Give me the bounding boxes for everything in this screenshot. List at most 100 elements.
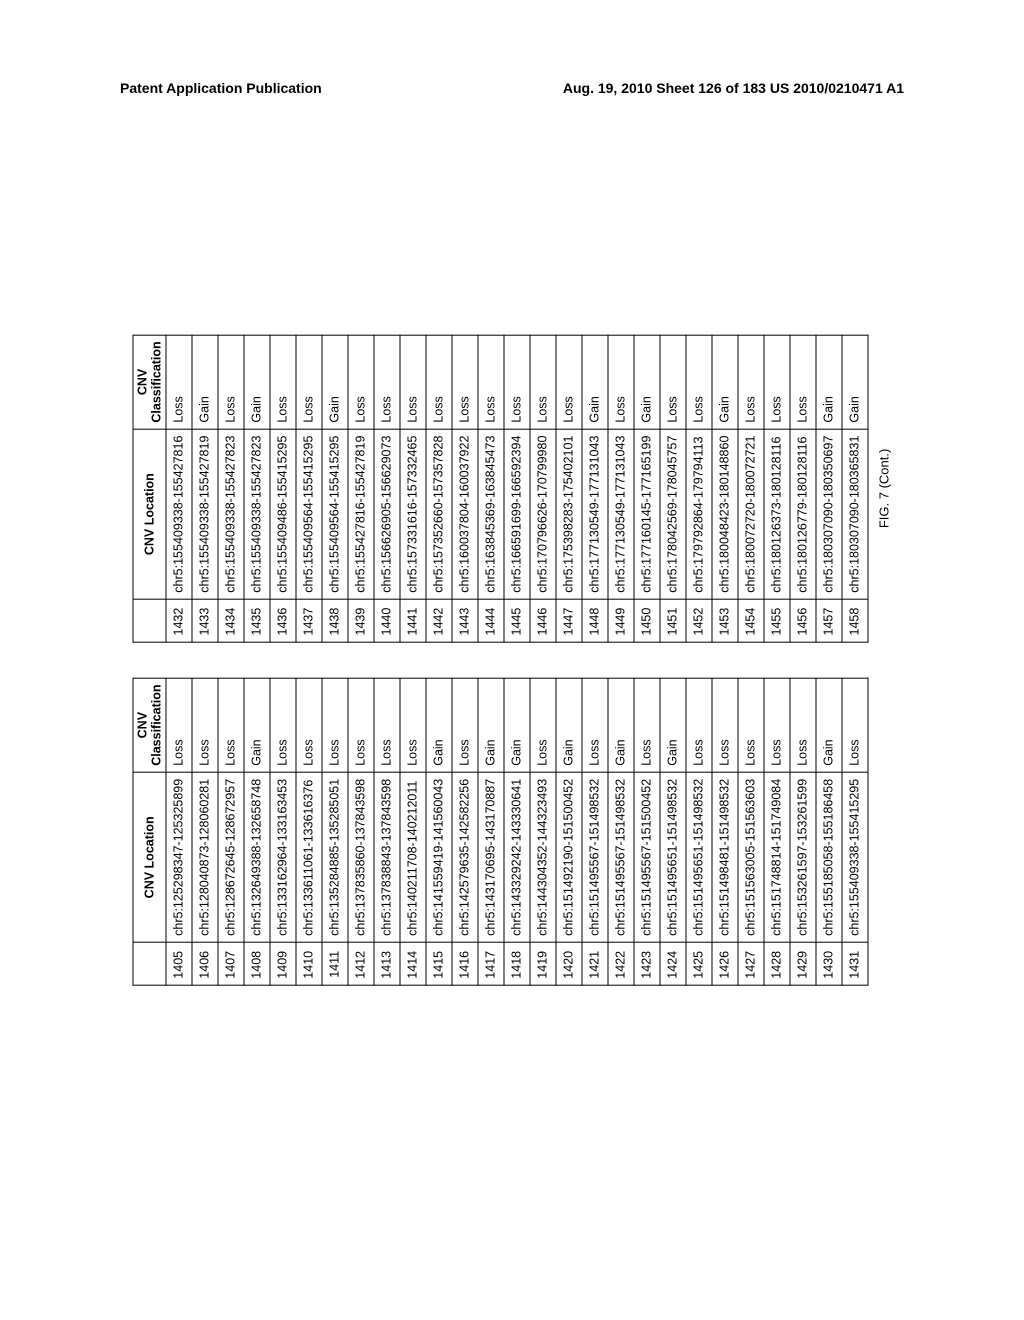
row-location: chr5:155409486-155415295 [270,429,296,599]
row-classification: Loss [530,678,556,772]
table-row: 1427chr5:151563005-151563603Loss [738,678,764,985]
row-index: 1453 [712,599,738,642]
row-index: 1405 [166,942,192,985]
row-index: 1456 [790,599,816,642]
row-index: 1420 [556,942,582,985]
table-row: 1433chr5:155409338-155427819Gain [192,335,218,642]
row-classification: Gain [712,335,738,429]
row-location: chr5:133611061-133616376 [296,772,322,942]
row-index: 1411 [322,942,348,985]
row-classification: Loss [790,335,816,429]
table-row: 1456chr5:180126779-180128116Loss [790,335,816,642]
row-index: 1446 [530,599,556,642]
row-index: 1441 [400,599,426,642]
table-row: 1406chr5:128040873-128060281Loss [192,678,218,985]
row-index: 1409 [270,942,296,985]
row-index: 1412 [348,942,374,985]
row-classification: Gain [842,335,868,429]
figure-caption: FIG. 7 (Cont.) [877,449,892,528]
row-location: chr5:151495567-151500452 [634,772,660,942]
row-classification: Loss [452,678,478,772]
left-table-block: CNV Location CNV Classification 1405chr5… [133,678,869,986]
row-index: 1407 [218,942,244,985]
table-row: 1453chr5:180048423-180148860Gain [712,335,738,642]
row-index: 1427 [738,942,764,985]
right-table-block: CNV Location CNV Classification 1432chr5… [133,334,892,642]
row-index: 1443 [452,599,478,642]
table-row: 1422chr5:151495567-151498532Gain [608,678,634,985]
table-row: 1444chr5:163845369-163845473Loss [478,335,504,642]
table-row: 1434chr5:155409338-155427823Loss [218,335,244,642]
row-classification: Loss [504,335,530,429]
row-location: chr5:155409338-155427823 [244,429,270,599]
table-row: 1419chr5:144304352-144323493Loss [530,678,556,985]
row-location: chr5:180126779-180128116 [790,429,816,599]
row-classification: Gain [634,335,660,429]
table-row: 1408chr5:132649388-132658748Gain [244,678,270,985]
row-location: chr5:133162964-133163453 [270,772,296,942]
row-classification: Gain [816,335,842,429]
row-classification: Gain [478,678,504,772]
row-index: 1419 [530,942,556,985]
row-index: 1437 [296,599,322,642]
table-row: 1442chr5:157352660-157357828Loss [426,335,452,642]
table-row: 1439chr5:155427816-155427819Loss [348,335,374,642]
row-location: chr5:155427816-155427819 [348,429,374,599]
row-classification: Loss [374,678,400,772]
row-index: 1431 [842,942,868,985]
row-classification: Loss [478,335,504,429]
row-location: chr5:166591699-166592394 [504,429,530,599]
row-classification: Loss [166,335,192,429]
row-index: 1436 [270,599,296,642]
table-row: 1431chr5:155409338-155415295Loss [842,678,868,985]
row-classification: Loss [452,335,478,429]
table-row: 1407chr5:128672645-128672957Loss [218,678,244,985]
table-row: 1451chr5:178042569-178045757Loss [660,335,686,642]
row-location: chr5:155185058-155186458 [816,772,842,942]
row-location: chr5:151495651-151498532 [686,772,712,942]
row-classification: Loss [218,335,244,429]
table-row: 1428chr5:151748814-151749084Loss [764,678,790,985]
row-location: chr5:151495567-151498532 [608,772,634,942]
table-row: 1450chr5:177160145-177165199Gain [634,335,660,642]
col-idx-head [133,942,166,985]
row-classification: Gain [556,678,582,772]
row-index: 1449 [608,599,634,642]
row-index: 1445 [504,599,530,642]
row-index: 1433 [192,599,218,642]
row-location: chr5:155409338-155427816 [166,429,192,599]
row-location: chr5:156626905-156629073 [374,429,400,599]
row-classification: Loss [634,678,660,772]
page: Patent Application Publication Aug. 19, … [0,0,1024,1320]
row-index: 1458 [842,599,868,642]
table-row: 1416chr5:142579635-142582256Loss [452,678,478,985]
row-classification: Loss [218,678,244,772]
row-location: chr5:155409564-155415295 [322,429,348,599]
row-index: 1418 [504,942,530,985]
row-classification: Loss [426,335,452,429]
row-location: chr5:144304352-144323493 [530,772,556,942]
row-classification: Loss [556,335,582,429]
row-location: chr5:175398283-175402101 [556,429,582,599]
row-index: 1422 [608,942,634,985]
row-classification: Gain [582,335,608,429]
row-classification: Loss [608,335,634,429]
row-location: chr5:142579635-142582256 [452,772,478,942]
row-index: 1440 [374,599,400,642]
table-row: 1411chr5:135284885-135285051Loss [322,678,348,985]
row-index: 1428 [764,942,790,985]
table-row: 1452chr5:179792864-179794113Loss [686,335,712,642]
row-index: 1417 [478,942,504,985]
row-classification: Gain [426,678,452,772]
row-location: chr5:143170695-143170887 [478,772,504,942]
row-classification: Loss [582,678,608,772]
row-index: 1451 [660,599,686,642]
row-location: chr5:137835860-137843598 [348,772,374,942]
row-classification: Loss [192,678,218,772]
row-classification: Loss [712,678,738,772]
header-right: Aug. 19, 2010 Sheet 126 of 183 US 2010/0… [563,80,904,96]
row-classification: Loss [374,335,400,429]
row-classification: Loss [400,335,426,429]
row-classification: Gain [244,335,270,429]
row-classification: Loss [348,335,374,429]
